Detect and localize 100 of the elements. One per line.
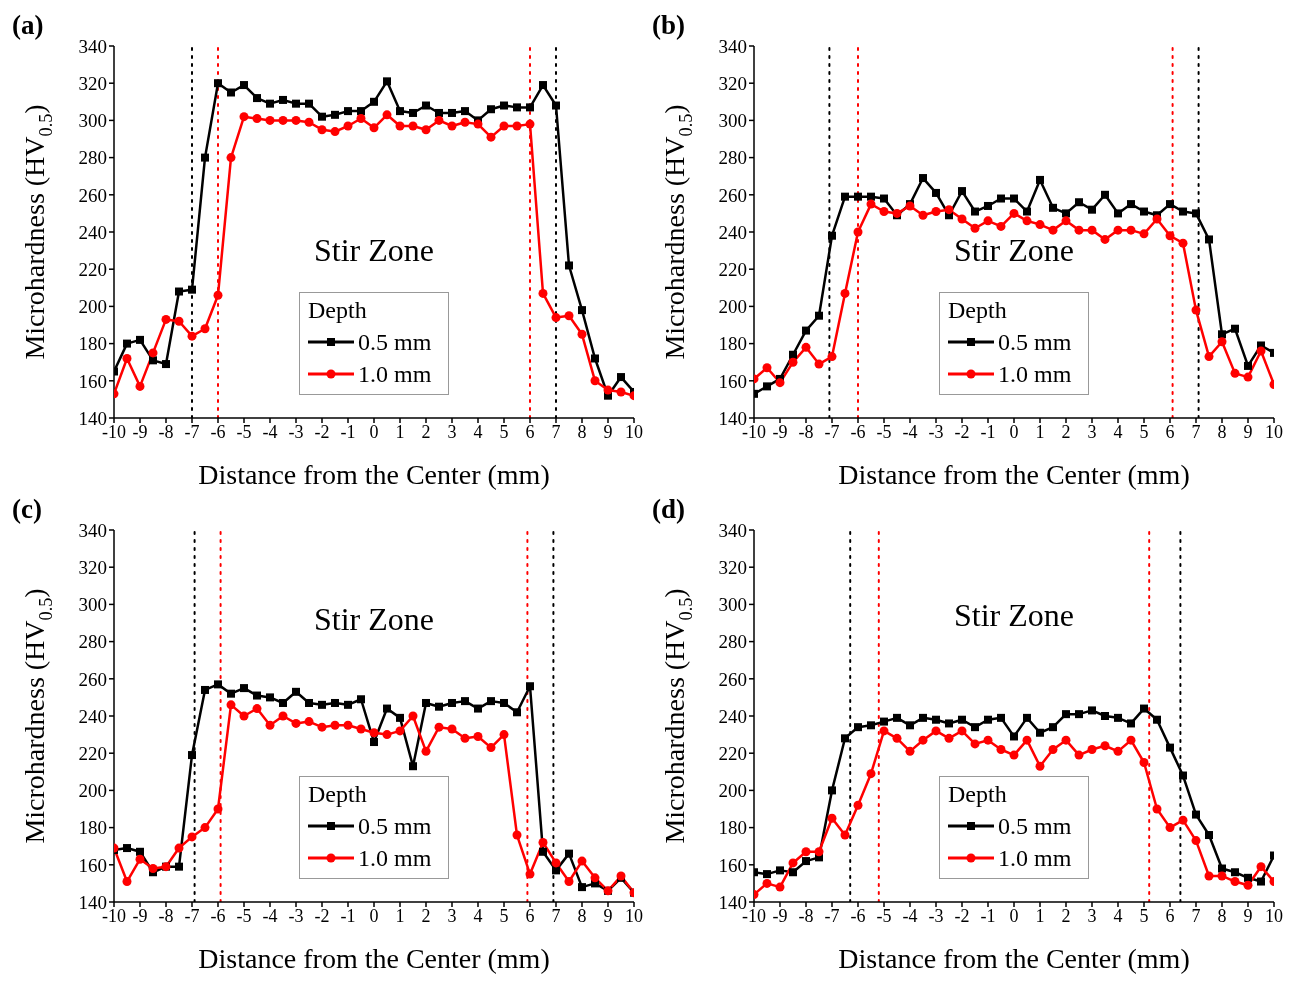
y-tick-label: 180: [78, 817, 107, 839]
point: [802, 326, 810, 335]
x-tick-label: -6: [210, 905, 226, 926]
point: [473, 119, 483, 129]
y-tick-label: 280: [78, 631, 107, 653]
point: [1165, 823, 1175, 833]
point: [1217, 871, 1227, 881]
point: [356, 724, 366, 734]
point: [1113, 225, 1123, 235]
annotation: Stir Zone: [954, 596, 1074, 633]
point: [931, 726, 941, 736]
point: [616, 387, 626, 397]
point: [187, 331, 197, 341]
point: [525, 869, 535, 879]
point: [460, 733, 470, 743]
point: [1178, 238, 1188, 248]
y-tick-label: 300: [718, 110, 747, 132]
point: [188, 751, 196, 760]
point: [1113, 746, 1123, 756]
x-tick-label: 9: [1243, 905, 1253, 926]
point: [617, 373, 625, 382]
y-tick-label: 200: [718, 780, 747, 802]
point: [827, 352, 837, 362]
legend-label: 0.5 mm: [358, 327, 432, 357]
point: [265, 720, 275, 730]
point: [854, 192, 862, 201]
x-tick-label: -6: [850, 905, 866, 926]
x-tick-label: -9: [132, 421, 148, 442]
x-tick-label: 8: [577, 905, 587, 926]
x-tick-label: 9: [603, 421, 613, 442]
point: [984, 715, 992, 724]
point: [317, 722, 327, 732]
point: [1075, 198, 1083, 207]
point: [944, 733, 954, 743]
y-tick-label: 340: [718, 35, 747, 57]
point: [538, 288, 548, 298]
annotation: Stir Zone: [314, 600, 434, 637]
point: [1205, 831, 1213, 840]
point: [525, 119, 535, 129]
x-tick-label: 1: [395, 421, 405, 442]
point: [434, 722, 444, 732]
y-tick-label: 280: [718, 147, 747, 169]
y-tick-label: 160: [718, 854, 747, 876]
x-tick-label: 6: [1165, 905, 1175, 926]
point: [1126, 225, 1136, 235]
point: [1088, 706, 1096, 715]
y-tick-label: 140: [718, 407, 747, 429]
point: [1127, 200, 1135, 209]
point: [318, 700, 326, 709]
point: [1243, 372, 1253, 382]
point: [305, 698, 313, 707]
point: [291, 115, 301, 125]
point: [1049, 723, 1057, 732]
x-tick-label: -3: [928, 421, 944, 442]
point: [1218, 330, 1226, 339]
point: [828, 231, 836, 240]
point: [551, 858, 561, 868]
point: [240, 684, 248, 693]
x-tick-label: 7: [551, 421, 561, 442]
point: [344, 107, 352, 116]
x-tick-label: -2: [314, 905, 330, 926]
x-tick-label: 1: [395, 905, 405, 926]
x-tick-label: -3: [928, 905, 944, 926]
point: [552, 866, 560, 875]
x-tick-label: -5: [236, 905, 252, 926]
x-tick-label: -5: [236, 421, 252, 442]
point: [396, 107, 404, 116]
x-axis-title: Distance from the Center (mm): [838, 943, 1190, 974]
point: [867, 721, 875, 730]
point: [577, 856, 587, 866]
point: [762, 878, 772, 888]
legend-label: 1.0 mm: [358, 843, 432, 873]
legend-label: 0.5 mm: [998, 811, 1072, 841]
point: [291, 718, 301, 728]
point: [1192, 810, 1200, 819]
point: [1022, 216, 1032, 226]
point: [762, 363, 772, 373]
point: [1101, 712, 1109, 720]
x-tick-label: 4: [473, 905, 483, 926]
point: [1035, 220, 1045, 230]
point: [552, 101, 560, 110]
y-tick-label: 320: [78, 556, 107, 578]
point: [382, 110, 392, 120]
x-tick-label: -4: [262, 421, 278, 442]
point: [997, 713, 1005, 722]
point: [578, 306, 586, 315]
y-tick-label: 300: [78, 110, 107, 132]
point: [564, 877, 574, 887]
point: [1230, 368, 1240, 378]
point: [578, 883, 586, 892]
point: [1049, 203, 1057, 212]
point: [460, 117, 470, 127]
point: [1048, 225, 1058, 235]
point: [1256, 862, 1266, 872]
point: [487, 105, 495, 114]
point: [841, 192, 849, 201]
point: [763, 870, 771, 879]
point: [1230, 877, 1240, 887]
point: [603, 385, 613, 395]
point: [1061, 216, 1071, 226]
